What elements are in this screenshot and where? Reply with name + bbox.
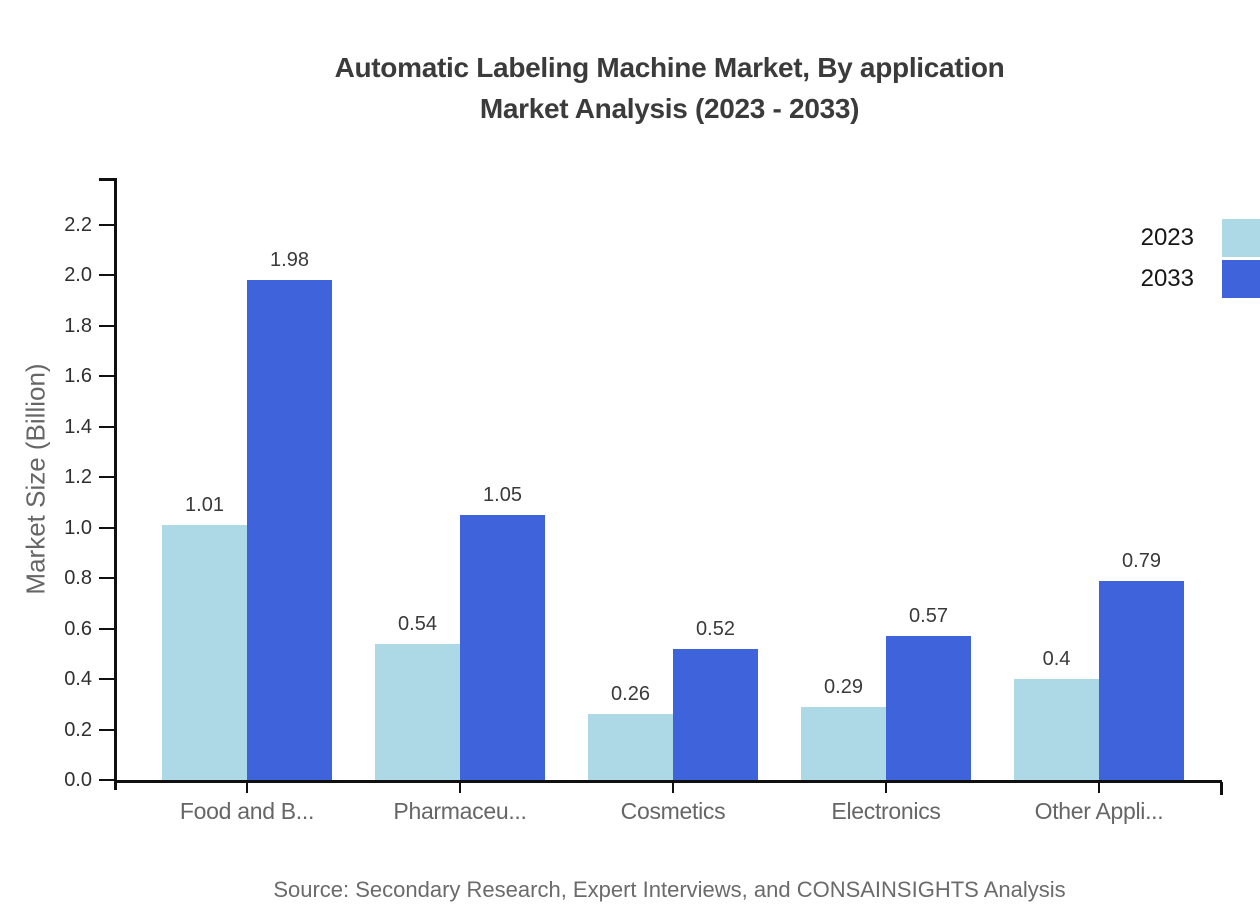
bar-value-label: 0.54 (398, 613, 437, 635)
y-axis-tick (99, 375, 114, 377)
legend-swatch (1222, 260, 1260, 298)
legend-item-2023: 2023 (1141, 219, 1260, 257)
y-axis-tick-label: 2.2 (64, 213, 92, 236)
x-axis-category-label: Cosmetics (620, 798, 726, 824)
bar-2023-3 (801, 707, 886, 780)
bar-value-label: 1.01 (185, 494, 224, 516)
x-axis-tick (672, 783, 674, 793)
bar-2023-2 (588, 714, 673, 780)
bar-value-label: 0.29 (824, 676, 863, 698)
y-axis-tick (99, 779, 114, 781)
x-axis-category-label: Food and B... (179, 798, 315, 824)
y-axis-tick-label: 0.6 (64, 617, 92, 640)
y-axis-tick-label: 0.8 (64, 567, 92, 589)
chart-title: Automatic Labeling Machine Market, By ap… (117, 47, 1222, 129)
bar-2033-2 (673, 649, 758, 780)
bar-2033-3 (886, 636, 971, 780)
bar-value-label: 0.26 (611, 683, 650, 705)
legend-label: 2023 (1140, 224, 1194, 251)
y-axis-tick-label: 0.2 (64, 718, 92, 741)
plot-area: 0.0 0.2 0.4 0.6 0.8 1.0 1.2 1.4 1.6 1.8 2.0 2.2 Food… (64, 178, 1223, 824)
y-axis-tick-label: 1.0 (64, 516, 92, 539)
bar-value-label: 0.52 (696, 618, 735, 640)
chart-title-line1: Automatic Labeling Machine Market, By ap… (334, 52, 1005, 83)
x-axis-category-label: Electronics (831, 798, 941, 824)
y-axis-tick (99, 274, 114, 276)
y-axis-tick (99, 223, 114, 226)
y-axis-tick (99, 526, 114, 529)
bar-2023-4 (1014, 679, 1099, 780)
bar-2033-1 (460, 515, 545, 780)
x-axis-end-cap (1220, 782, 1223, 795)
y-axis-tick (99, 324, 114, 327)
x-axis-tick (1098, 783, 1100, 793)
x-axis-line (114, 780, 1222, 783)
x-axis-tick (246, 783, 248, 793)
bar-value-label: 1.05 (483, 484, 522, 506)
legend-swatch (1222, 219, 1260, 257)
bar-2033-0 (247, 280, 332, 780)
y-axis-tick (99, 476, 114, 478)
legend-item-2033: 2033 (1141, 260, 1260, 298)
bar-2023-1 (375, 644, 460, 780)
bar-2033-4 (1099, 581, 1184, 780)
y-axis-tick-label: 2.0 (64, 264, 92, 286)
bar-2023-0 (162, 525, 247, 780)
y-axis-line (114, 178, 117, 790)
y-axis-tick-label: 1.6 (64, 365, 92, 387)
y-axis-tick (99, 678, 114, 680)
bar-value-label: 0.57 (909, 605, 948, 627)
y-axis-tick-label: 0.4 (64, 668, 92, 690)
y-axis-end-cap (99, 178, 115, 181)
x-axis-category-label: Pharmaceu... (393, 798, 527, 824)
bar-value-label: 0.79 (1122, 550, 1161, 572)
y-axis-tick (99, 577, 114, 579)
y-axis-tick (99, 728, 114, 731)
bar-value-label: 0.4 (1042, 648, 1071, 670)
legend-label: 2033 (1140, 265, 1194, 292)
x-axis-tick (459, 783, 461, 793)
y-axis-tick-label: 1.4 (64, 415, 92, 438)
x-axis-category-label: Other Appli... (1034, 798, 1164, 824)
y-axis-tick-label: 1.8 (64, 314, 92, 337)
source-note: Source: Secondary Research, Expert Inter… (273, 877, 1066, 902)
y-axis-tick-label: 1.2 (64, 466, 92, 488)
bar-value-label: 1.98 (270, 249, 309, 271)
y-axis-tick-label: 0.0 (64, 769, 92, 791)
legend: 2023 2033 (1141, 219, 1260, 301)
chart-title-line2: Market Analysis (2023 - 2033) (479, 93, 860, 124)
y-axis-tick (99, 627, 114, 630)
x-axis-tick (885, 783, 887, 793)
y-axis-tick (99, 425, 114, 428)
